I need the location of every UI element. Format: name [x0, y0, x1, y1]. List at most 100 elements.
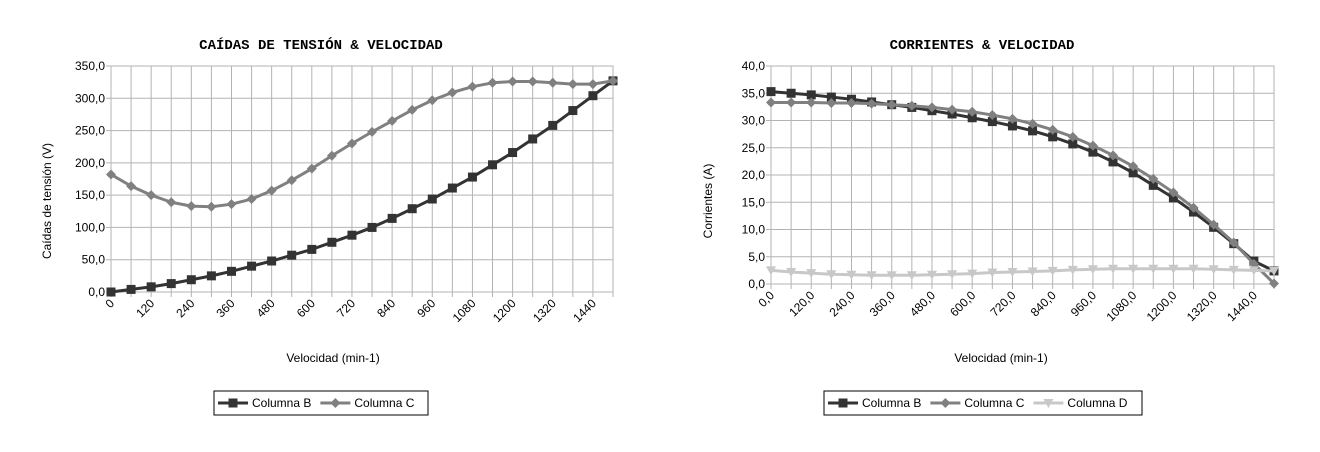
- data-point: [1248, 258, 1259, 269]
- data-point: [1168, 264, 1179, 274]
- y-tick-label: 10,0: [742, 223, 766, 237]
- data-point: [1007, 121, 1017, 131]
- data-point: [866, 271, 877, 281]
- data-point: [1128, 168, 1138, 178]
- data-point: [1128, 264, 1139, 274]
- data-point: [608, 75, 618, 86]
- x-tick-label: 240: [173, 296, 197, 320]
- data-point: [826, 98, 837, 109]
- data-point: [146, 282, 156, 292]
- y-tick-label: 150,0: [75, 188, 105, 202]
- data-point: [1027, 267, 1038, 277]
- x-tick-label: 1320: [530, 296, 559, 325]
- data-point: [1087, 140, 1098, 151]
- y-tick-label: 15,0: [742, 195, 766, 209]
- data-point: [806, 90, 816, 100]
- data-point: [1028, 126, 1038, 136]
- data-point: [1067, 265, 1078, 275]
- data-point: [267, 256, 277, 266]
- data-point: [1168, 187, 1179, 198]
- data-point: [427, 95, 438, 106]
- legend-label: Columna B: [862, 396, 921, 410]
- data-point: [387, 213, 397, 223]
- data-point: [886, 99, 897, 110]
- data-point: [306, 163, 317, 174]
- data-point: [346, 138, 357, 149]
- data-point: [166, 279, 176, 289]
- data-point: [407, 104, 418, 115]
- x-tick-label: 720,0: [987, 288, 1018, 319]
- data-point: [1148, 180, 1158, 190]
- data-point: [106, 287, 116, 297]
- x-tick-label: 0: [102, 296, 117, 311]
- data-point: [447, 183, 457, 193]
- data-point: [1108, 264, 1119, 274]
- y-tick-label: 50,0: [82, 253, 106, 267]
- data-point: [1067, 131, 1078, 142]
- data-point: [806, 269, 817, 279]
- y-tick-label: 300,0: [75, 91, 105, 105]
- data-point: [766, 97, 776, 108]
- data-point: [467, 172, 477, 182]
- data-point: [1269, 278, 1279, 289]
- y-tick-label: 250,0: [75, 124, 105, 138]
- data-point: [1108, 157, 1118, 167]
- x-tick-label: 120: [133, 296, 157, 320]
- series-columna-c: [106, 75, 618, 212]
- data-point: [246, 194, 257, 205]
- y-tick-label: 350,0: [75, 59, 105, 73]
- y-tick-label: 40,0: [742, 59, 766, 73]
- x-tick-label: 1200,0: [1144, 288, 1180, 324]
- series-columna-c: [766, 97, 1279, 289]
- data-point: [1027, 118, 1038, 129]
- data-point: [206, 271, 216, 281]
- data-point: [1047, 124, 1058, 135]
- data-point: [826, 92, 836, 102]
- x-tick-label: 720: [334, 296, 358, 320]
- x-tick-label: 600,0: [947, 288, 978, 319]
- data-point: [327, 237, 337, 247]
- data-point: [527, 76, 538, 87]
- data-point: [1269, 266, 1279, 276]
- data-point: [766, 266, 776, 276]
- data-point: [587, 79, 598, 90]
- legend-swatch-marker: [940, 398, 951, 408]
- data-point: [947, 104, 958, 115]
- series-columna-b: [106, 76, 618, 297]
- data-point: [568, 106, 578, 116]
- x-tick-label: 1320,0: [1184, 288, 1220, 324]
- data-point: [1248, 266, 1259, 276]
- plot-area: [770, 65, 1275, 285]
- data-point: [126, 284, 136, 294]
- y-tick-label: 30,0: [742, 114, 766, 128]
- y-axis-label: Corrientes (A): [701, 164, 715, 239]
- data-point: [467, 81, 478, 92]
- data-point: [1087, 265, 1098, 275]
- data-point: [1208, 265, 1219, 275]
- series-line: [770, 90, 1275, 273]
- legend-label: Columna B: [252, 396, 311, 410]
- data-point: [967, 113, 977, 123]
- data-point: [287, 250, 297, 260]
- data-point: [987, 117, 997, 127]
- chart-title: CORRIENTES & VELOCIDAD: [890, 38, 1075, 54]
- y-axis-label: Caídas de tensión (V): [40, 143, 54, 259]
- data-point: [548, 120, 558, 130]
- data-point: [226, 199, 237, 210]
- y-tick-label: 200,0: [75, 156, 105, 170]
- y-tick-label: 5,0: [748, 250, 765, 264]
- data-point: [367, 126, 378, 137]
- data-point: [786, 88, 796, 98]
- data-point: [1228, 265, 1239, 275]
- data-point: [567, 79, 578, 90]
- legend-swatch-marker: [1043, 399, 1054, 408]
- legend-swatch-marker: [228, 398, 238, 408]
- data-point: [106, 169, 116, 180]
- data-point: [926, 102, 937, 113]
- data-point: [1007, 113, 1018, 124]
- data-point: [547, 77, 558, 88]
- data-point: [387, 115, 398, 126]
- x-tick-label: 480: [254, 296, 278, 320]
- data-point: [806, 97, 817, 108]
